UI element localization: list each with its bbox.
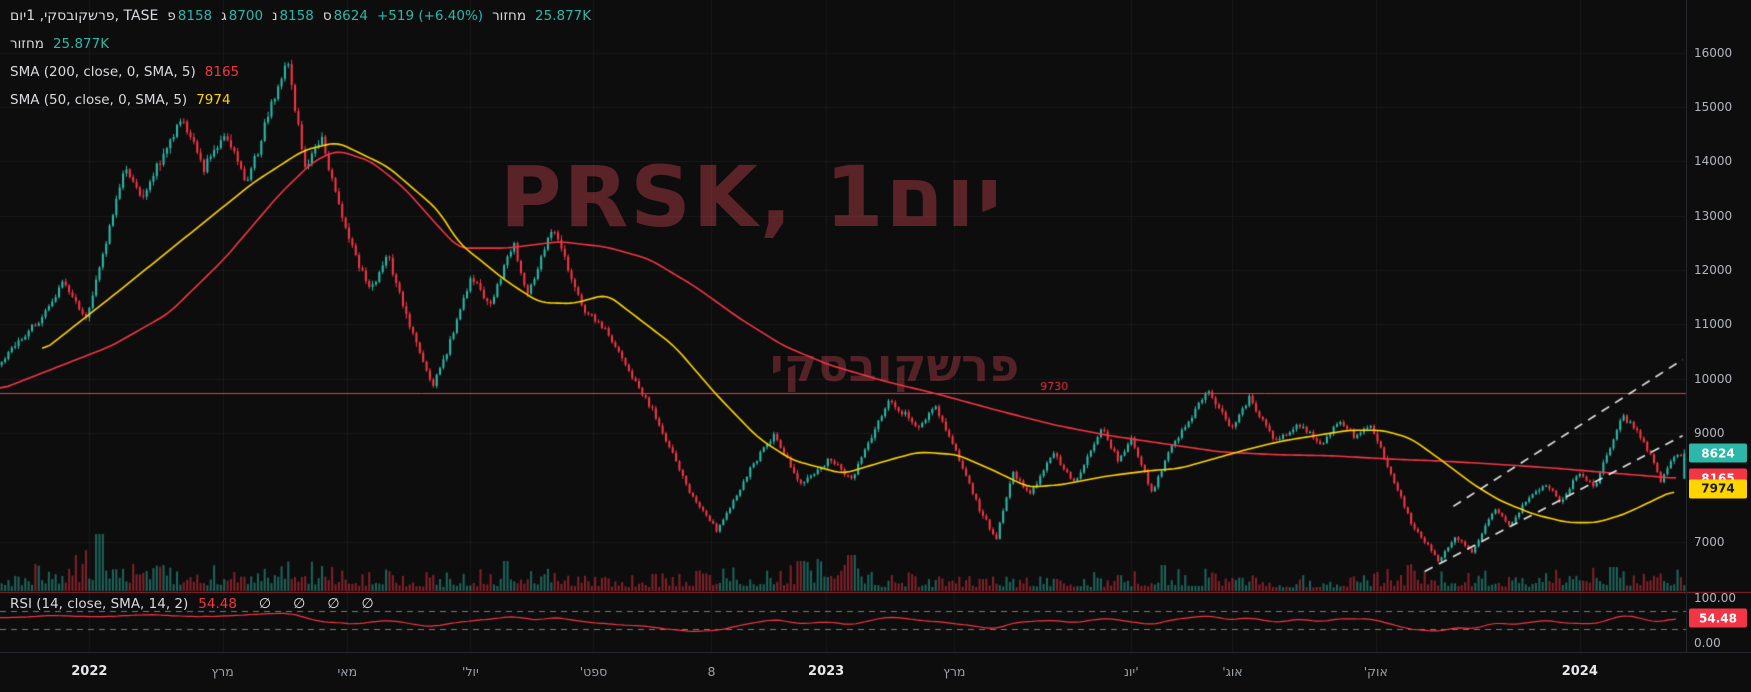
price-tick: 7000 <box>1694 534 1725 549</box>
empty-set-icon: ∅ <box>258 596 272 612</box>
price-tick: 15000 <box>1694 99 1733 114</box>
volume-value: 25.877K <box>52 36 110 52</box>
legend-sma200-row[interactable]: SMA (200, close, 0, SMA, 5) 8165 <box>10 58 591 86</box>
time-tick-month[interactable]: 'אוג <box>1222 664 1243 679</box>
time-tick-year[interactable]: 2023 <box>808 664 845 679</box>
time-tick-month[interactable]: 'יול <box>462 664 479 679</box>
time-tick-month[interactable]: 'ספט <box>579 664 608 679</box>
volume-label: מחזור <box>492 8 527 24</box>
rsi-label: RSI (14, close, SMA, 14, 2) <box>10 596 189 612</box>
time-tick-month[interactable]: מאי <box>337 664 358 679</box>
price-tick: 14000 <box>1694 154 1733 169</box>
rsi-badge[interactable]: 54.48 <box>1689 608 1747 628</box>
price-tick: 13000 <box>1694 208 1733 223</box>
rsi-tick: 0.00 <box>1694 636 1721 650</box>
price-tick: 9000 <box>1694 425 1725 440</box>
time-tick-month[interactable]: מרץ <box>943 664 966 679</box>
symbol-title: פרשקובסקי, 1יום, TASE <box>10 8 159 24</box>
price-tick: 16000 <box>1694 45 1733 60</box>
price-badge-last[interactable]: 8624 <box>1689 443 1747 463</box>
empty-set-icon: ∅ <box>361 596 374 612</box>
legend-volume-row[interactable]: מחזור 25.877K <box>10 30 591 58</box>
ohlc-close: ס 8624 <box>322 8 368 24</box>
time-tick-year[interactable]: 2022 <box>71 664 108 679</box>
price-badge-sma50[interactable]: 7974 <box>1689 479 1747 499</box>
time-axis[interactable]: 2022 מרץ מאי 'יול 'ספט 8 2023 מרץ יונ' 'אוג 'אוק 20… <box>0 652 1751 692</box>
time-tick-month[interactable]: 'אוק <box>1363 664 1388 679</box>
empty-set-icon: ∅ <box>327 596 340 612</box>
price-axis[interactable]: 16000 15000 14000 13000 12000 11000 10000 9000 7… <box>1686 0 1751 652</box>
time-tick-month[interactable]: יונ' <box>1123 664 1139 679</box>
change-value: +519 (+6.40%) <box>376 8 484 24</box>
price-tick: 10000 <box>1694 371 1733 386</box>
ohlc-high: ג 8700 <box>221 8 264 24</box>
ohlc-low: נ 8158 <box>272 8 314 24</box>
legend-symbol-row[interactable]: פרשקובסקי, 1יום, TASE פ 8158 ג 8700 נ 81… <box>10 2 591 30</box>
ohlc-open: פ 8158 <box>167 8 213 24</box>
price-tick: 12000 <box>1694 262 1733 277</box>
legend-main: פרשקובסקי, 1יום, TASE פ 8158 ג 8700 נ 81… <box>10 2 591 114</box>
rsi-tick: 100.00 <box>1694 590 1736 605</box>
volume-label: מחזור <box>10 36 44 52</box>
sma200-value: 8165 <box>204 64 240 80</box>
price-tick: 11000 <box>1694 317 1733 332</box>
time-tick-year[interactable]: 2024 <box>1561 664 1598 679</box>
sma50-label: SMA (50, close, 0, SMA, 5) <box>10 92 188 108</box>
volume-value: 25.877K <box>535 8 592 24</box>
time-tick-month[interactable]: מרץ <box>211 664 234 679</box>
time-tick-month[interactable]: 8 <box>707 664 716 679</box>
legend-sma50-row[interactable]: SMA (50, close, 0, SMA, 5) 7974 <box>10 86 591 114</box>
empty-set-icon: ∅ <box>293 596 306 612</box>
sma50-value: 7974 <box>196 92 231 108</box>
sma200-label: SMA (200, close, 0, SMA, 5) <box>10 64 196 80</box>
legend-rsi-row[interactable]: RSI (14, close, SMA, 14, 2) 54.48 ∅ ∅ ∅ … <box>10 596 374 612</box>
rsi-value: 54.48 <box>198 596 237 612</box>
